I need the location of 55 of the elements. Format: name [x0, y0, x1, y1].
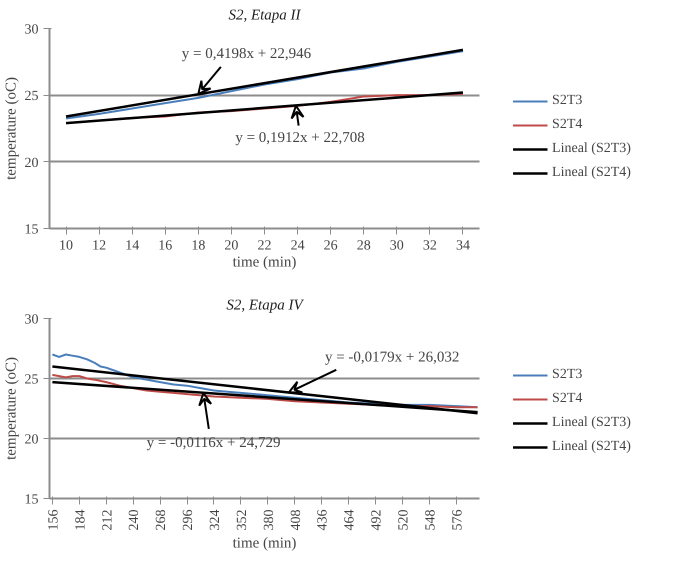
x-tick-label: 464: [342, 510, 358, 530]
x-tick-label: 352: [234, 510, 250, 530]
x-tick-label: 34: [456, 238, 470, 254]
x-tick-label: 28: [356, 238, 371, 254]
annotation: y = -0,0179x + 26,032: [324, 349, 460, 366]
x-tick-label: 240: [127, 510, 142, 530]
x-axis-title: time (min): [232, 536, 296, 552]
y-tick-label: 25: [24, 89, 38, 104]
y-axis-title: temperature (oC): [4, 77, 20, 180]
x-tick-label: 184: [73, 510, 88, 530]
legend-label: Lineal (S2T3): [552, 415, 631, 431]
legend-label: S2T3: [552, 367, 582, 383]
x-tick-label: 408: [288, 510, 304, 530]
x-tick-label: 436: [316, 510, 331, 530]
x-tick-label: 22: [258, 238, 272, 254]
x-tick-label: 20: [224, 238, 238, 254]
x-tick-label: 30: [390, 238, 404, 254]
y-tick-label: 15: [24, 492, 38, 508]
legend-label: S2T4: [552, 391, 582, 407]
annotation: y = -0,0116x + 24,729: [146, 434, 280, 451]
x-tick-label: 576: [450, 510, 466, 530]
x-tick-label: 16: [158, 238, 172, 254]
y-tick-label: 25: [24, 372, 38, 388]
x-tick-label: 12: [92, 238, 106, 254]
annotation: y = 0,1912x + 22,708: [235, 130, 365, 146]
y-axis-title: temperature (oC): [4, 357, 20, 460]
x-tick-label: 18: [191, 238, 206, 254]
x-tick-label: 10: [59, 238, 74, 254]
x-axis-title: time (min): [232, 254, 296, 270]
x-tick-label: 520: [396, 510, 412, 530]
x-tick-label: 156: [46, 510, 62, 530]
x-tick-label: 26: [324, 238, 338, 254]
annotation: y = 0,4198x + 22,946: [182, 46, 312, 62]
x-tick-label: 548: [423, 510, 438, 530]
x-tick-label: 32: [422, 238, 437, 254]
x-tick-label: 492: [370, 510, 385, 530]
chart-title: S2, Etapa IV: [226, 298, 304, 314]
x-tick-label: 212: [100, 510, 116, 530]
legend-label: Lineal (S2T4): [552, 439, 631, 455]
y-tick-label: 15: [24, 222, 38, 238]
x-tick-label: 268: [154, 510, 170, 530]
legend-label: S2T4: [552, 116, 582, 132]
x-tick-label: 296: [181, 510, 196, 530]
x-tick-label: 380: [262, 510, 277, 530]
x-tick-label: 324: [208, 510, 223, 530]
legend-label: Lineal (S2T4): [552, 164, 631, 180]
legend-label: S2T3: [552, 92, 582, 108]
y-tick-label: 30: [24, 22, 38, 38]
legend-label: Lineal (S2T3): [552, 140, 631, 156]
chart-title: S2, Etapa II: [228, 8, 302, 24]
y-tick-label: 20: [24, 432, 38, 448]
x-tick-label: 24: [290, 238, 305, 254]
y-tick-label: 30: [24, 312, 38, 328]
x-tick-label: 14: [125, 238, 140, 254]
y-tick-label: 20: [24, 156, 38, 171]
